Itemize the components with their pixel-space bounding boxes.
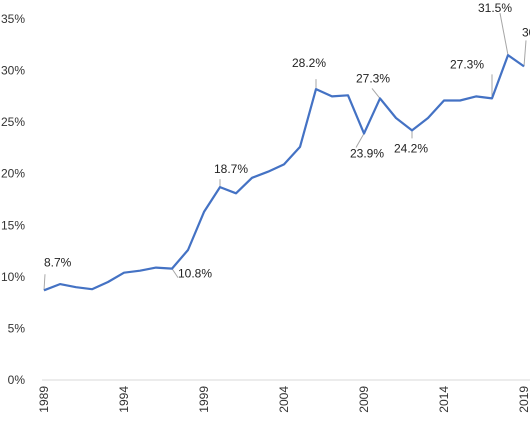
x-tick-label: 2014 xyxy=(437,386,451,413)
data-label: 27.3% xyxy=(356,71,390,85)
x-tick-label: 1989 xyxy=(37,386,51,413)
leader-line xyxy=(499,13,509,56)
y-axis-ticks: 0% 5% 10% 15% 20% 25% 30% 35% xyxy=(1,12,25,387)
y-tick-label: 20% xyxy=(1,167,25,181)
data-label: 30.4% xyxy=(522,25,530,39)
y-tick-label: 0% xyxy=(8,373,26,387)
x-tick-label: 2004 xyxy=(277,386,291,413)
x-tick-label: 1999 xyxy=(197,386,211,413)
data-label: 10.8% xyxy=(178,267,212,281)
y-tick-label: 30% xyxy=(1,64,25,78)
y-tick-label: 15% xyxy=(1,218,25,232)
x-tick-label: 2019 xyxy=(517,386,530,413)
x-axis-ticks: 1989 1994 1999 2004 2009 2014 2019 xyxy=(37,386,530,413)
data-label: 27.3% xyxy=(450,57,484,71)
data-label: 23.9% xyxy=(350,146,384,160)
data-label-leaders xyxy=(43,13,527,291)
data-label: 28.2% xyxy=(292,56,326,70)
data-label: 18.7% xyxy=(214,162,248,176)
x-tick-label: 1994 xyxy=(117,386,131,413)
series-line xyxy=(43,54,525,292)
data-label: 24.2% xyxy=(394,141,428,155)
leader-line xyxy=(171,268,179,278)
leader-line xyxy=(371,88,381,99)
y-tick-label: 35% xyxy=(1,12,25,26)
data-labels: 8.7% 10.8% 18.7% 28.2% 23.9% 27.3% 24.2% 27.3% 3… xyxy=(44,1,530,281)
leader-line xyxy=(523,40,527,67)
leader-line xyxy=(43,274,46,291)
leader-line xyxy=(355,133,365,148)
y-tick-label: 25% xyxy=(1,115,25,129)
data-label: 31.5% xyxy=(478,1,512,15)
y-tick-label: 10% xyxy=(1,270,25,284)
x-tick-label: 2009 xyxy=(357,386,371,413)
data-label: 8.7% xyxy=(44,255,72,269)
y-tick-label: 5% xyxy=(8,321,26,335)
